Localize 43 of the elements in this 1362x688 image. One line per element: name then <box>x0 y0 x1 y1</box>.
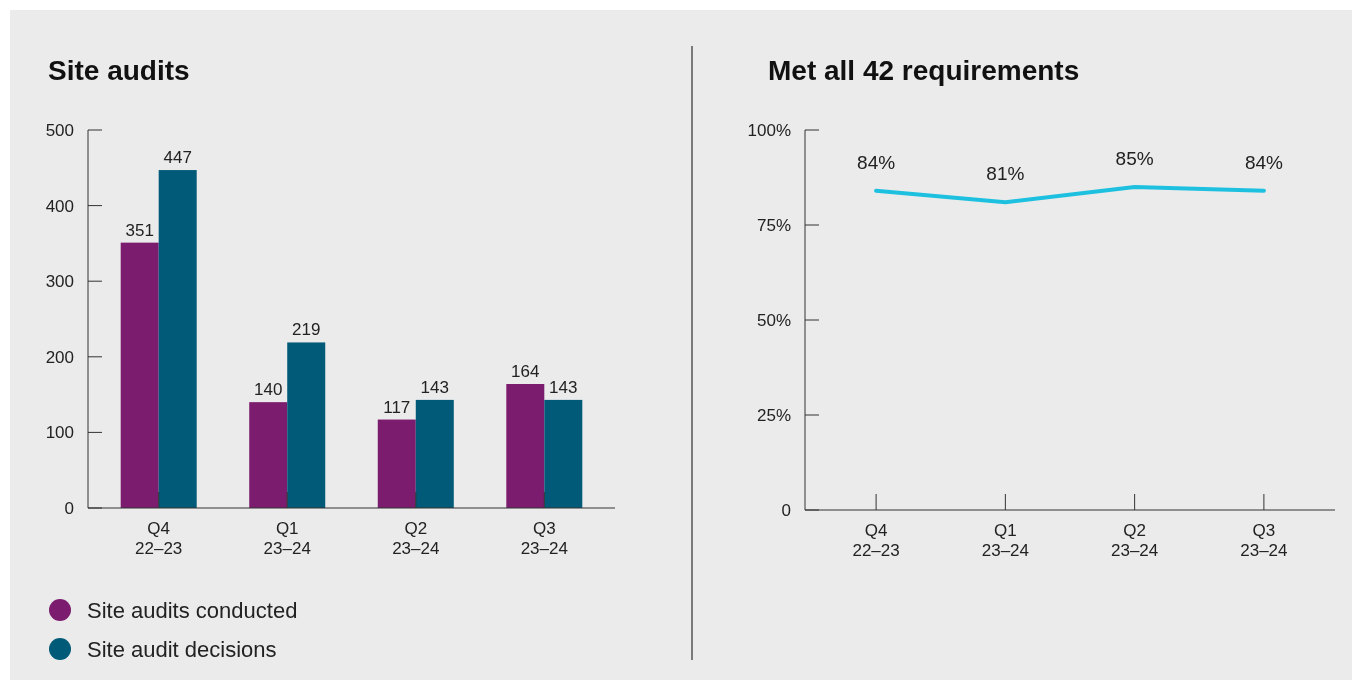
y-tick-label: 500 <box>45 121 74 140</box>
data-label: 164 <box>511 362 540 382</box>
x-tick-label: Q4 22–23 <box>135 519 183 558</box>
data-label: 143 <box>549 377 578 397</box>
data-label: 85% <box>1115 148 1154 169</box>
data-label: 140 <box>254 380 283 400</box>
x-tick-label: Q2 23–24 <box>1110 521 1159 560</box>
y-tick-label: 200 <box>45 347 74 367</box>
data-label: 117 <box>383 397 411 417</box>
bar <box>506 384 545 508</box>
data-label: 84% <box>857 151 896 173</box>
bar <box>158 170 197 508</box>
y-tick-label: 0 <box>781 501 791 520</box>
y-tick-label: 25% <box>756 406 791 425</box>
x-tick-label: Q1 23–24 <box>263 519 311 558</box>
y-tick-label: 400 <box>45 196 74 216</box>
data-label: 81% <box>986 163 1025 185</box>
y-tick-label: 50% <box>756 311 791 330</box>
chart-title: Site audits <box>48 55 190 86</box>
y-tick-label: 75% <box>756 216 791 235</box>
bar <box>249 402 288 508</box>
y-tick-label: 100% <box>747 121 791 140</box>
y-tick-label: 0 <box>64 499 74 518</box>
data-label: 84% <box>1244 151 1284 173</box>
x-tick-label: Q3 23–24 <box>1240 521 1288 560</box>
x-tick-label: Q4 22–23 <box>852 521 900 560</box>
x-tick-label: Q1 23–24 <box>981 521 1030 560</box>
bar <box>415 399 454 508</box>
legend-label: Site audit decisions <box>87 637 277 662</box>
x-tick-label: Q2 23–24 <box>392 519 440 558</box>
data-label: 219 <box>292 320 321 340</box>
data-label: 143 <box>420 377 449 397</box>
y-tick-label: 100 <box>45 423 74 443</box>
data-label: 447 <box>163 148 192 168</box>
bar <box>377 419 416 508</box>
chart-title: Met all 42 requirements <box>768 55 1080 86</box>
bar <box>287 342 326 508</box>
legend-label: Site audits conducted <box>87 598 298 623</box>
y-tick-label: 300 <box>45 272 74 292</box>
data-label: 351 <box>125 220 154 240</box>
bar <box>544 399 583 508</box>
x-tick-label: Q3 23–24 <box>520 519 568 558</box>
bar <box>120 242 159 508</box>
